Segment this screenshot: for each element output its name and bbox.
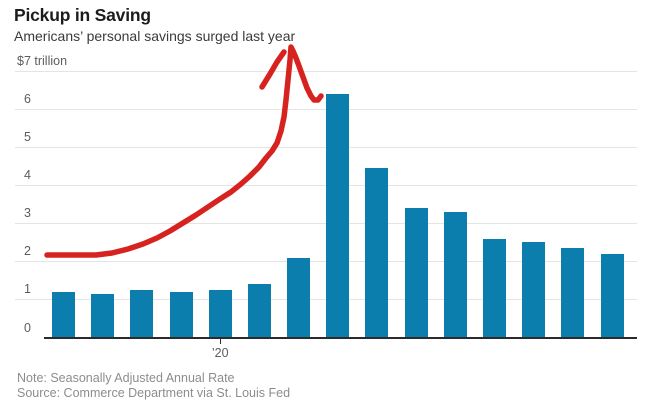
- x-tick-label: ’20: [211, 346, 229, 360]
- y-axis-unit-label: $7 trillion: [17, 54, 68, 68]
- bar: [247, 284, 271, 338]
- bar: [483, 238, 506, 338]
- gridline-y-7: [15, 71, 637, 72]
- bar: [169, 291, 193, 338]
- bar: [404, 208, 428, 338]
- bar: [91, 293, 115, 338]
- bar: [522, 242, 546, 338]
- bar: [365, 168, 389, 338]
- bar: [443, 211, 467, 338]
- x-axis-baseline: [44, 337, 637, 339]
- bar: [600, 253, 624, 338]
- bar: [287, 257, 311, 338]
- chart-title: Pickup in Saving: [14, 5, 151, 25]
- gridline-y-6: [15, 109, 637, 111]
- gridline-y-5: [15, 147, 637, 149]
- gridline-y-3: [15, 223, 637, 225]
- annotation-arm-stroke: [259, 49, 287, 90]
- bar: [52, 291, 75, 338]
- bar: [208, 289, 232, 338]
- y-tick-label-2: 2: [24, 244, 31, 259]
- y-tick-label-4: 4: [24, 168, 31, 183]
- y-tick-label-3: 3: [24, 206, 31, 221]
- x-tick-mark: [219, 339, 221, 344]
- y-tick-label-0: 0: [24, 320, 31, 335]
- chart-note: Note: Seasonally Adjusted Annual Rate: [17, 371, 235, 385]
- y-tick-label-6: 6: [24, 92, 31, 107]
- bar: [326, 93, 350, 338]
- y-tick-label-1: 1: [24, 282, 31, 297]
- chart-subtitle: Americans’ personal savings surged last …: [14, 28, 296, 44]
- chart-source: Source: Commerce Department via St. Loui…: [17, 386, 291, 400]
- gridline-y-1: [15, 299, 637, 301]
- y-tick-label-5: 5: [24, 130, 31, 145]
- gridline-y-4: [15, 185, 637, 187]
- bar: [561, 248, 585, 338]
- gridline-y-2: [15, 261, 637, 263]
- bar: [130, 289, 154, 338]
